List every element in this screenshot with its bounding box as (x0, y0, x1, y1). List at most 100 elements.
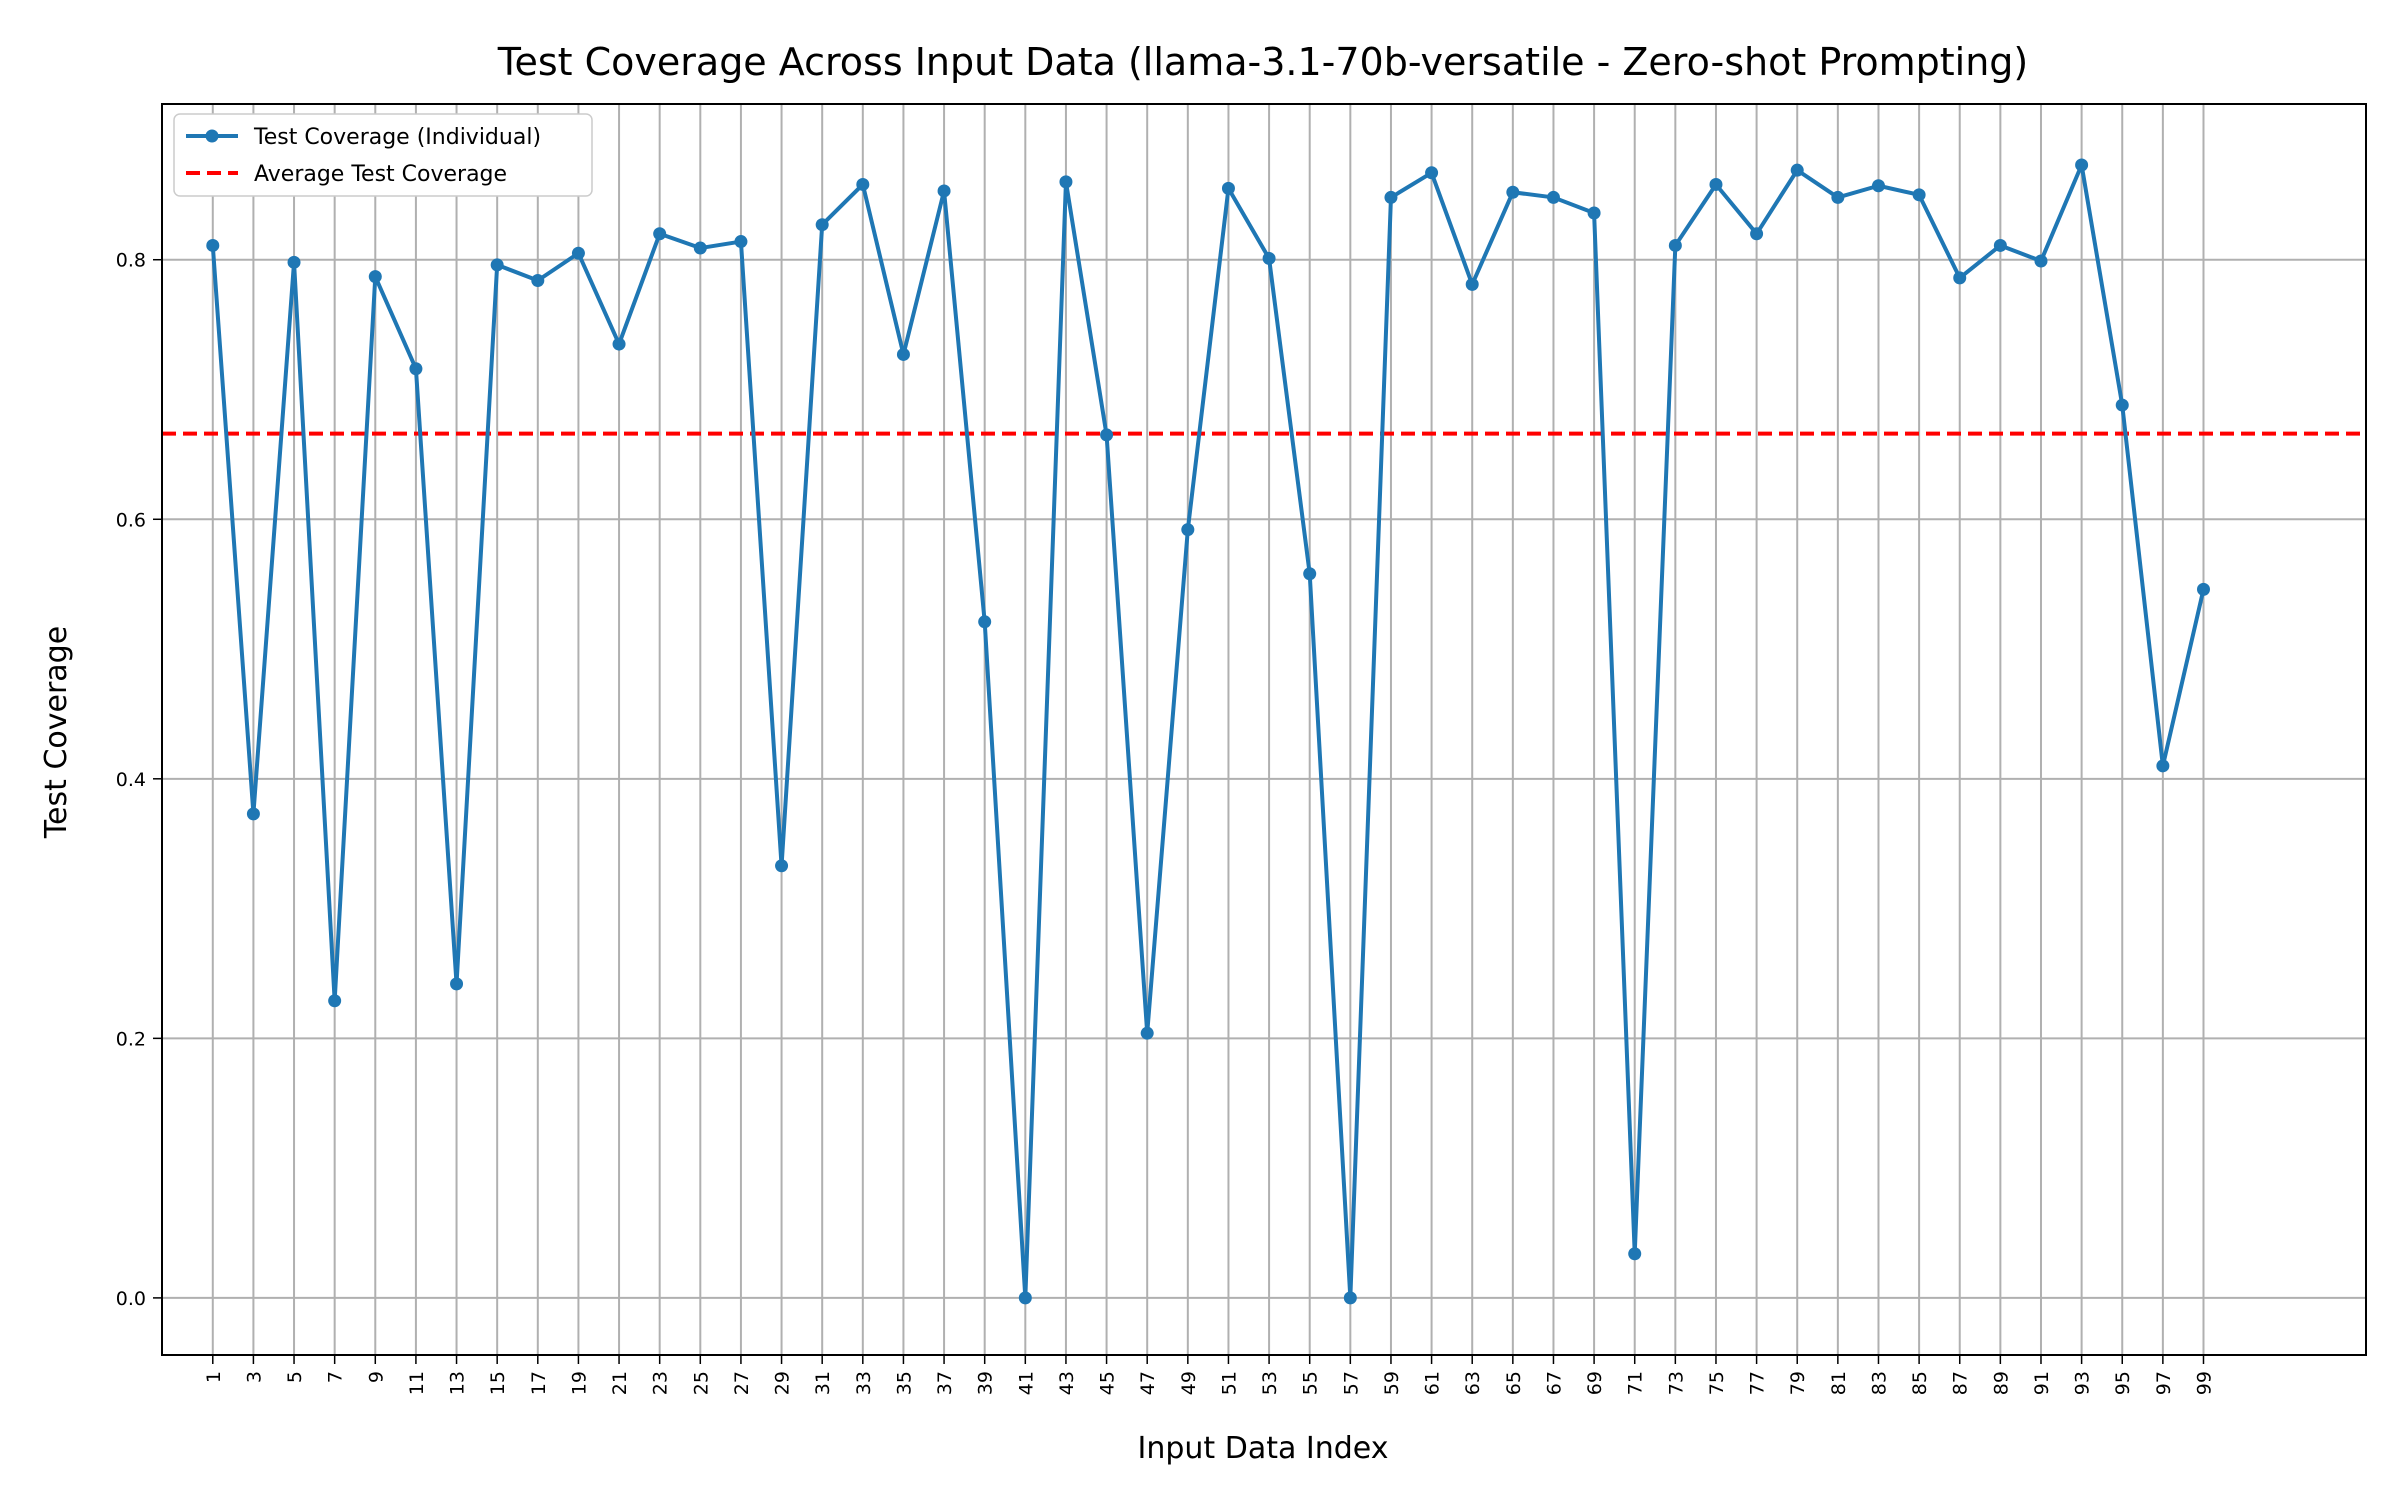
y-tick-label: 0.2 (116, 1028, 146, 1050)
data-point (1871, 179, 1885, 193)
data-point (490, 258, 504, 272)
x-tick-label: 15 (487, 1371, 509, 1395)
y-tick-label: 0.0 (116, 1288, 146, 1310)
x-tick-label: 9 (365, 1371, 387, 1383)
x-tick-label: 1 (203, 1371, 225, 1383)
x-tick-label: 3 (243, 1371, 265, 1383)
x-tick-label: 25 (690, 1371, 712, 1395)
data-point (246, 807, 260, 821)
x-tick-label: 7 (325, 1371, 347, 1383)
data-point (1303, 567, 1317, 581)
x-tick-label: 19 (568, 1371, 590, 1395)
data-point (1546, 190, 1560, 204)
data-point (1750, 227, 1764, 241)
x-tick-label: 73 (1665, 1371, 1687, 1395)
x-tick-label: 99 (2193, 1371, 2215, 1395)
x-tick-label: 71 (1625, 1371, 1647, 1395)
x-tick-label: 97 (2153, 1371, 2175, 1395)
data-point (815, 218, 829, 232)
x-tick-label: 35 (893, 1371, 915, 1395)
legend-label-average: Average Test Coverage (254, 162, 507, 187)
data-point (734, 235, 748, 249)
data-point (287, 255, 301, 269)
data-point (1140, 1026, 1154, 1040)
x-tick-label: 29 (772, 1371, 794, 1395)
x-tick-label: 79 (1787, 1371, 1809, 1395)
data-point (1343, 1291, 1357, 1305)
x-tick-label: 81 (1828, 1371, 1850, 1395)
x-tick-label: 49 (1178, 1371, 1200, 1395)
data-point (693, 241, 707, 255)
data-point (2156, 759, 2170, 773)
x-tick-label: 85 (1909, 1371, 1931, 1395)
data-point (1018, 1291, 1032, 1305)
x-tick-label: 67 (1543, 1371, 1565, 1395)
data-point (1790, 163, 1804, 177)
data-point (1425, 166, 1439, 180)
grid (162, 104, 2366, 1355)
y-tick-label: 0.6 (116, 509, 146, 531)
x-tick-label: 33 (853, 1371, 875, 1395)
legend-marker-individual (205, 129, 219, 143)
data-point (1384, 190, 1398, 204)
x-tick-label: 41 (1015, 1371, 1037, 1395)
y-tick-label: 0.4 (116, 769, 146, 791)
data-point (409, 362, 423, 376)
x-tick-label: 59 (1381, 1371, 1403, 1395)
x-tick-label: 21 (609, 1371, 631, 1395)
y-axis-title: Test Coverage (39, 626, 74, 839)
data-point (1709, 177, 1723, 191)
x-tick-label: 37 (934, 1371, 956, 1395)
x-tick-label: 23 (650, 1371, 672, 1395)
x-tick-label: 17 (528, 1371, 550, 1395)
x-tick-label: 91 (2031, 1371, 2053, 1395)
x-tick-label: 83 (1868, 1371, 1890, 1395)
data-point (328, 994, 342, 1008)
x-tick-label: 75 (1706, 1371, 1728, 1395)
x-tick-label: 65 (1503, 1371, 1525, 1395)
data-point (1628, 1247, 1642, 1261)
x-tick-label: 93 (2072, 1371, 2094, 1395)
x-tick-label: 27 (731, 1371, 753, 1395)
x-tick-label: 87 (1950, 1371, 1972, 1395)
data-point (653, 227, 667, 241)
x-tick-label: 95 (2112, 1371, 2134, 1395)
data-point (2034, 254, 2048, 268)
x-tick-label: 5 (284, 1371, 306, 1383)
data-point (1262, 251, 1276, 265)
data-point (978, 615, 992, 629)
data-point (856, 177, 870, 191)
series-layer (206, 158, 2210, 1305)
legend-box (173, 113, 593, 197)
x-tick-label: 63 (1462, 1371, 1484, 1395)
data-point (1221, 181, 1235, 195)
data-point (2115, 398, 2129, 412)
x-tick-label: 45 (1097, 1371, 1119, 1395)
data-point (1912, 188, 1926, 202)
x-tick-label: 39 (975, 1371, 997, 1395)
x-tick-label: 53 (1259, 1371, 1281, 1395)
x-tick-label: 47 (1137, 1371, 1159, 1395)
data-point (1100, 428, 1114, 442)
x-tick-label: 11 (406, 1371, 428, 1395)
data-point (1465, 277, 1479, 291)
data-point (206, 238, 220, 252)
data-point (2075, 158, 2089, 172)
data-point (1953, 271, 1967, 285)
axis-ticks: 1 3 5 7 9 11 13 15 17 19 21 23 25 27 29 31 33 35 37 39 41 43 4… (116, 250, 2216, 1395)
series-line-individual (210, 162, 2206, 1300)
data-point (1506, 185, 1520, 199)
x-tick-label: 57 (1340, 1371, 1362, 1395)
data-point (896, 347, 910, 361)
x-tick-label: 31 (812, 1371, 834, 1395)
data-point (531, 273, 545, 287)
data-point (2196, 582, 2210, 596)
legend-label-individual: Test Coverage (Individual) (253, 125, 541, 150)
x-tick-label: 69 (1584, 1371, 1606, 1395)
data-point (1668, 238, 1682, 252)
data-point (1587, 206, 1601, 220)
x-tick-label: 13 (447, 1371, 469, 1395)
x-tick-label: 61 (1422, 1371, 1444, 1395)
